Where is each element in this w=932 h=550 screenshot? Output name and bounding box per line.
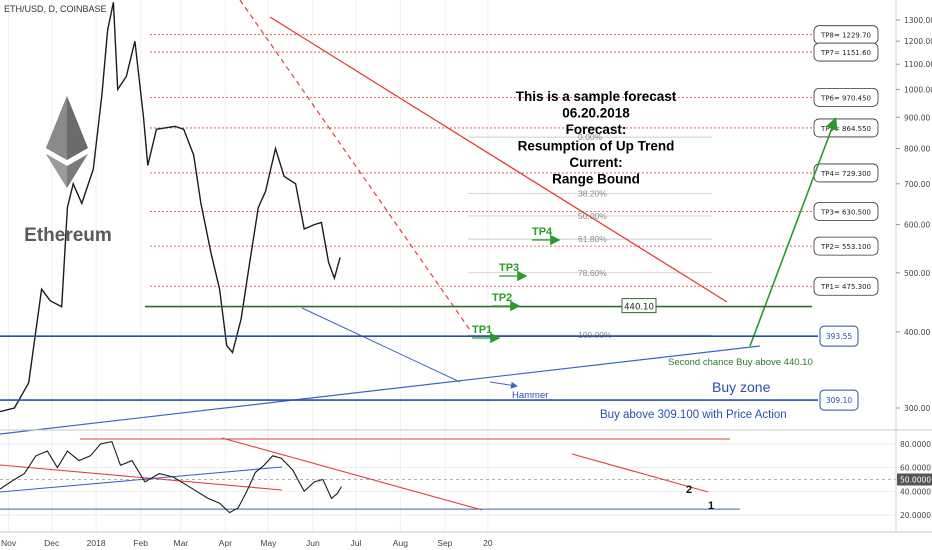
oscillator-current-label: 50.0000	[900, 476, 931, 485]
y-tick-label: 600.00	[904, 221, 930, 230]
x-tick-label: Mar	[173, 538, 188, 548]
date-gridlines	[8, 0, 489, 532]
tp-marker-label: TP1	[472, 324, 492, 336]
symbol-header: ETH/USD, D, COINBASE	[4, 4, 107, 14]
tp-level-label: TP3= 630.500	[820, 208, 871, 216]
forecast-note-line: Range Bound	[552, 172, 640, 187]
forecast-note: This is a sample forecast 06.20.2018Forec…	[516, 89, 677, 187]
buy-level-box	[819, 325, 859, 347]
osc-downtrend-line	[221, 437, 483, 511]
tp-level-box	[813, 87, 879, 107]
date-axis: Nov Dec 2018 Feb Mar Apr May Jun Jul Aug Sep 20	[0, 531, 932, 548]
forecast-note-line: 06.20.2018	[562, 106, 630, 121]
oscillator-current-box	[897, 473, 932, 486]
osc-upper-trend-line	[0, 464, 283, 491]
x-tick-label: May	[260, 538, 277, 548]
fib-level-label: 78.60%	[578, 268, 607, 278]
tp-level-label: TP7= 1151.60	[820, 49, 871, 57]
forecast-note-line: This is a sample forecast	[516, 89, 677, 104]
hammer-label: Hammer	[512, 390, 548, 401]
tp-level-label: TP6= 970.450	[820, 94, 871, 102]
y-tick-label: 1100.00	[904, 60, 932, 69]
forecast-up-arrow	[749, 117, 838, 347]
oscillator-tick-label: 40.0000	[900, 487, 931, 496]
price-axis: 300.00 400.00 500.00 600.00 700.00 800.00 900.…	[895, 0, 932, 430]
tp-level-label: TP4= 729.300	[820, 170, 871, 178]
tp-markers: TP1 TP2 TP3 TP4	[472, 226, 561, 344]
x-tick-label: 20	[483, 538, 493, 548]
buy-zone-label: Buy zone	[712, 379, 771, 395]
fib-level-label: 50.00%	[578, 211, 607, 221]
buy-above-label: Buy above 309.100 with Price Action	[600, 409, 787, 421]
osc-recent-downtrend-line	[571, 453, 709, 493]
price-panel: TP8= 1229.70 TP7= 1151.60 TP6= 970.450 TP5=…	[0, 0, 879, 435]
support-lines: 440.10 393.55 309.10	[0, 298, 859, 411]
buy-level-box	[819, 389, 859, 411]
oscillator-axis: 20.0000 40.0000 50.0000 60.0000 80.0000	[895, 430, 932, 532]
buy-level-label: 393.55	[826, 332, 852, 341]
oscillator-panel: 12	[0, 437, 896, 516]
osc-rising-trend-line	[0, 466, 283, 493]
support-slope-line	[301, 307, 461, 383]
tp-level-label: TP8= 1229.70	[820, 32, 871, 40]
wave-label: 1	[708, 500, 714, 512]
brand-name: Ethereum	[24, 225, 112, 246]
fib-level-label: 100.00%	[578, 330, 612, 340]
y-tick-label: 500.00	[904, 269, 930, 278]
tp-level-box	[813, 163, 879, 183]
oscillator-tick-label: 60.0000	[900, 464, 931, 473]
buy-level-label: 309.10	[826, 396, 852, 405]
forecast-note-line: Resumption of Up Trend	[518, 139, 675, 154]
oscillator-tick-label: 20.0000	[900, 511, 931, 520]
x-tick-label: Dec	[44, 538, 60, 548]
oscillator-levels	[0, 443, 896, 516]
y-tick-label: 1200.00	[904, 37, 932, 46]
y-tick-label: 1300.00	[904, 16, 932, 25]
long-term-uptrend-line	[0, 345, 761, 435]
x-tick-label: Jul	[350, 538, 361, 548]
forecast-note-line: Forecast:	[566, 122, 627, 137]
tp-level-box	[813, 202, 879, 221]
trendlines	[0, 0, 838, 435]
oscillator-line	[0, 440, 342, 514]
x-tick-label: Jun	[306, 538, 320, 548]
x-tick-label: Apr	[219, 538, 232, 548]
x-tick-label: Feb	[133, 538, 148, 548]
fib-level-label: 0.00%	[578, 132, 603, 142]
tp-marker-label: TP4	[532, 226, 553, 238]
forecast-note-line: Current:	[569, 155, 622, 170]
fib-level-label: 38.20%	[578, 188, 607, 198]
y-tick-label: 300.00	[904, 404, 930, 413]
tp-level-label: TP1= 475.300	[820, 283, 871, 291]
y-tick-label: 1000.00	[904, 85, 932, 94]
tp-level-label: TP5= 864.550	[820, 125, 871, 133]
dashed-downtrend-line	[239, 0, 471, 331]
y-tick-label: 800.00	[904, 144, 930, 153]
y-tick-label: 900.00	[904, 113, 930, 122]
fib-level-label: 61.80%	[578, 234, 607, 244]
tp-level-label: TP2= 553.100	[820, 243, 871, 251]
wave-labels: 12	[686, 484, 714, 512]
tp-level-box	[813, 236, 879, 256]
second-chance-label: Second chance Buy above 440.10	[668, 357, 813, 368]
hammer-arrow	[489, 381, 518, 389]
oscillator-tick-label: 80.0000	[900, 440, 931, 449]
support-value-label: 440.10	[624, 303, 654, 313]
ethereum-logo	[46, 96, 88, 188]
x-tick-label: Nov	[1, 538, 17, 548]
x-tick-label: Sep	[437, 538, 452, 548]
tp-marker-label: TP2	[492, 292, 512, 304]
price-series-line	[0, 2, 341, 413]
tp-level-box	[813, 276, 879, 296]
wave-label: 2	[686, 484, 692, 496]
x-tick-label: Aug	[393, 538, 408, 548]
y-tick-label: 400.00	[904, 328, 930, 337]
x-tick-label: 2018	[87, 538, 106, 548]
support-value-box	[621, 298, 657, 314]
y-tick-label: 700.00	[904, 180, 930, 189]
major-downtrend-line	[269, 16, 728, 303]
tp-marker-label: TP3	[499, 262, 519, 274]
tp-level-box	[813, 42, 879, 62]
